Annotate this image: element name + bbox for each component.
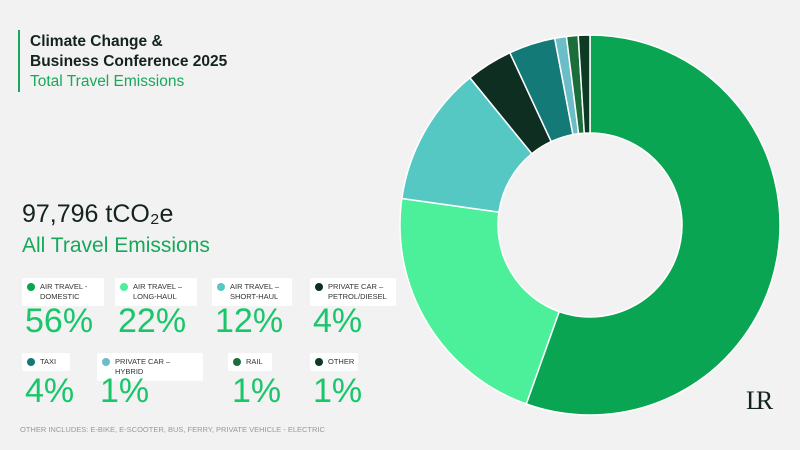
total-label: All Travel Emissions bbox=[22, 234, 210, 257]
legend-item: OTHER bbox=[310, 353, 358, 371]
legend-swatch bbox=[217, 283, 225, 291]
value-label: 4% bbox=[25, 372, 75, 410]
donut-slice bbox=[525, 34, 781, 416]
logo: LR bbox=[746, 386, 773, 415]
value-label: 56% bbox=[25, 302, 94, 340]
value-label: 22% bbox=[118, 302, 187, 340]
legend-label: TAXI bbox=[40, 357, 57, 366]
value-label: 12% bbox=[215, 302, 284, 340]
value-label: 1% bbox=[100, 372, 150, 410]
footnote: OTHER INCLUDES: E-BIKE, E-SCOOTER, BUS, … bbox=[20, 425, 325, 434]
donut-slice bbox=[577, 34, 591, 134]
legend-swatch bbox=[27, 358, 35, 366]
subtitle: Total Travel Emissions bbox=[30, 73, 185, 90]
value-label: 1% bbox=[232, 372, 282, 410]
legend-label: OTHER bbox=[328, 357, 355, 366]
legend-item: RAIL bbox=[228, 353, 272, 371]
title-line: Business Conference 2025 bbox=[30, 53, 228, 70]
legend-label: RAIL bbox=[246, 357, 263, 366]
legend-item: PRIVATE CAR – PETROL/DIESEL bbox=[310, 278, 396, 306]
legend-swatch bbox=[315, 283, 323, 291]
legend-item: AIR TRAVEL – LONG-HAUL bbox=[115, 278, 197, 306]
donut-slice bbox=[399, 197, 561, 405]
total: 97,796 tCO₂e bbox=[22, 200, 174, 228]
legend-item: AIR TRAVEL - DOMESTIC bbox=[22, 278, 104, 306]
legend-label: AIR TRAVEL – LONG-HAUL bbox=[133, 282, 183, 301]
legend-label: AIR TRAVEL – SHORT-HAUL bbox=[230, 282, 280, 301]
legend-label: PRIVATE CAR – HYBRID bbox=[115, 357, 171, 376]
legend-swatch bbox=[233, 358, 241, 366]
title-line: Climate Change & bbox=[30, 33, 163, 50]
legend-swatch bbox=[27, 283, 35, 291]
legend-item: TAXI bbox=[22, 353, 70, 371]
legend-swatch bbox=[102, 358, 110, 366]
legend-item: PRIVATE CAR – HYBRID bbox=[97, 353, 203, 381]
legend-swatch bbox=[120, 283, 128, 291]
legend-swatch bbox=[315, 358, 323, 366]
accent-bar bbox=[18, 30, 20, 92]
value-label: 1% bbox=[313, 372, 363, 410]
value-label: 4% bbox=[313, 302, 363, 340]
legend-label: PRIVATE CAR – PETROL/DIESEL bbox=[328, 282, 387, 301]
legend-item: AIR TRAVEL – SHORT-HAUL bbox=[212, 278, 292, 306]
legend-label: AIR TRAVEL - DOMESTIC bbox=[40, 282, 88, 301]
